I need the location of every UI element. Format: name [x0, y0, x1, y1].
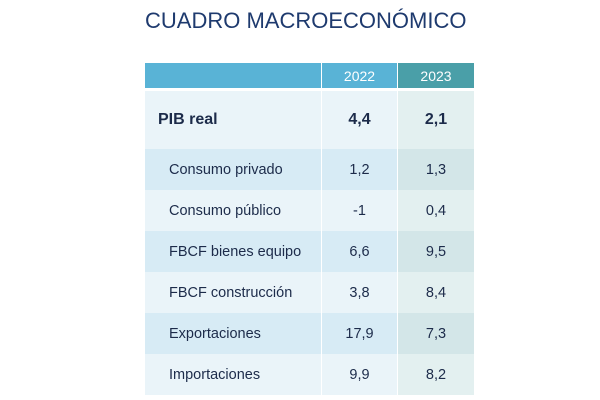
row-label: PIB real: [145, 91, 321, 149]
row-label: FBCF bienes equipo: [145, 231, 321, 272]
page-title: CUADRO MACROECONÓMICO: [145, 8, 467, 33]
value-2022: 3,8: [321, 272, 397, 313]
table-row: FBCF bienes equipo 6,6 9,5: [145, 231, 474, 272]
header-spacer: [145, 88, 474, 91]
spacer-cell: [321, 88, 397, 91]
spacer-cell: [397, 88, 474, 91]
table-row: Exportaciones 17,9 7,3: [145, 313, 474, 354]
table-header-row: 2022 2023: [145, 63, 474, 88]
row-label: FBCF construcción: [145, 272, 321, 313]
value-2023: 8,4: [397, 272, 474, 313]
table-row: Importaciones 9,9 8,2: [145, 354, 474, 395]
value-2022: 17,9: [321, 313, 397, 354]
value-2023: 2,1: [397, 91, 474, 149]
table-row: Consumo privado 1,2 1,3: [145, 149, 474, 190]
value-2022: 4,4: [321, 91, 397, 149]
row-label: Consumo público: [145, 190, 321, 231]
header-label-cell: [145, 63, 321, 88]
table-row: FBCF construcción 3,8 8,4: [145, 272, 474, 313]
value-2022: 1,2: [321, 149, 397, 190]
value-2022: 6,6: [321, 231, 397, 272]
value-2023: 7,3: [397, 313, 474, 354]
value-2023: 8,2: [397, 354, 474, 395]
macro-table: 2022 2023 PIB real 4,4 2,1 Consumo priva…: [145, 63, 474, 395]
table-row: Consumo público -1 0,4: [145, 190, 474, 231]
value-2022: 9,9: [321, 354, 397, 395]
row-label: Exportaciones: [145, 313, 321, 354]
table-row-pib: PIB real 4,4 2,1: [145, 91, 474, 149]
row-label: Importaciones: [145, 354, 321, 395]
row-label: Consumo privado: [145, 149, 321, 190]
value-2023: 9,5: [397, 231, 474, 272]
spacer-cell: [145, 88, 321, 91]
header-2023: 2023: [397, 63, 474, 88]
value-2022: -1: [321, 190, 397, 231]
header-2022: 2022: [321, 63, 397, 88]
value-2023: 1,3: [397, 149, 474, 190]
value-2023: 0,4: [397, 190, 474, 231]
